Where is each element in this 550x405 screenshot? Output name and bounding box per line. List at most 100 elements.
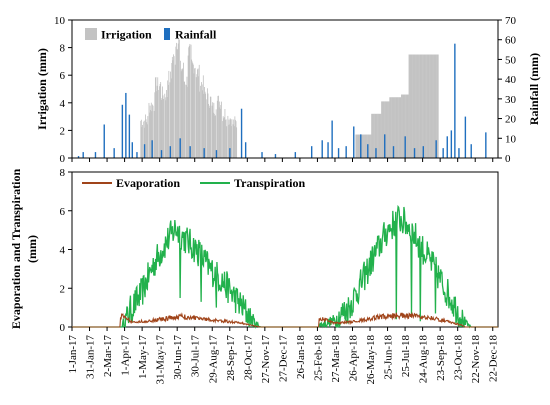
irrigation-bar [192,63,194,158]
irrigation-bar [368,134,370,158]
irrigation-bar [396,97,398,158]
et-lines [72,204,498,329]
irrigation-bar [156,91,157,158]
rainfall-bar [203,148,205,158]
irrigation-bar [213,102,215,158]
rainfall-bar [413,148,416,158]
irrigation-bar [429,54,430,158]
rainfall-bar [244,142,247,158]
irrigation-bar [199,85,201,158]
irrigation-bar [358,134,360,158]
irrigation-bar [223,117,225,158]
irrigation-bar [365,134,367,158]
irrigation-bar [225,119,227,158]
irrigation-bar [227,115,229,158]
irrigation-bar [403,94,405,158]
irrigation-bar [164,97,166,158]
irrigation-bar [169,82,171,158]
rainfall-bar [442,148,444,158]
irrigation-bar [371,113,373,158]
irrigation-bar [415,54,416,158]
irrigation-bar [193,73,195,158]
date-tick-label: 1-May-17 [137,335,149,379]
rainfall-bar [294,152,297,158]
rainfall-bar [360,134,362,158]
irrigation-bar [145,114,146,158]
irrigation-bar [188,47,190,158]
rainfall-bar [485,132,487,158]
irrigation-bar [413,54,415,158]
irrigation-bar [410,54,412,158]
irrigation-bar [408,54,410,158]
irrigation-bar [436,54,438,158]
irrigation-bar [216,100,218,158]
irrigation-bar [368,134,370,158]
rainfall-bar [128,114,131,158]
irrigation-y-ticks: 0 2 4 6 8 10 [54,15,72,165]
irrigation-bar [381,101,383,158]
irrigation-bar [230,119,232,158]
irrigation-bar [378,113,380,158]
irrigation-bar [364,134,366,158]
irrigation-bar [434,54,436,158]
rainfall-bar [215,150,218,158]
irrigation-bar [389,97,391,158]
rainfall-bar [103,124,105,158]
irrigation-bar [391,97,393,158]
irrigation-bar [226,126,228,158]
irrigation-bar [374,113,375,158]
irrigation-bar [387,101,389,158]
irrigation-bar [400,97,402,158]
irrigation-bar [171,56,173,158]
et-tick-label: 2 [60,283,66,295]
irrigation-bar [151,111,153,158]
rainfall-bar [179,138,181,158]
date-tick-label: 30-Jun-17 [172,335,184,380]
irrigation-bar [399,97,401,158]
rainfall-tick-label: 0 [505,153,511,165]
irrigation-bar [154,92,156,158]
irrigation-bar [187,55,189,158]
irrigation-bar [220,105,222,158]
irrigation-bar [236,127,238,158]
irrigation-bar [433,54,435,158]
rainfall-tick-label: 20 [505,114,517,126]
irrigation-bar [204,86,205,158]
rainfall-bar [310,146,313,158]
irrigation-bar [233,126,235,158]
irrigation-bar [218,95,219,158]
irrigation-bar [215,115,216,158]
irrigation-bar [390,97,392,158]
irrigation-bar [175,46,177,158]
irrigation-bar [165,100,167,158]
irrigation-bar [185,84,187,158]
rainfall-tick-label: 30 [505,94,517,106]
irrigation-bar [150,109,152,158]
irrigation-bar [376,113,378,158]
irrigation-bar [404,94,406,158]
date-tick-label: 25-Jul-18 [400,335,412,378]
irrigation-bar [403,94,405,158]
rainfall-bar [82,152,84,158]
irrigation-bar [366,134,368,158]
irrigation-bar [164,93,166,158]
irrigation-bar [204,91,206,158]
rainfall-tick-label: 40 [505,74,517,86]
rainfall-bar [422,146,424,158]
rainfall-bar [464,116,467,158]
irrigation-bar [161,99,163,158]
rainfall-tick-label: 10 [505,133,517,145]
irrigation-bar [190,44,192,158]
rainfall-bar [404,136,406,158]
irrigation-bar [405,94,406,158]
irrigation-bar [153,110,155,158]
rainfall-bar [353,126,355,158]
rainfall-bar [446,136,448,158]
top-x-ticks [71,158,494,162]
irrigation-bar [171,63,173,159]
rainfall-bar [458,148,460,158]
irrigation-bar [382,101,384,158]
rainfall-bar [450,130,453,158]
irrigation-bar [163,98,164,158]
